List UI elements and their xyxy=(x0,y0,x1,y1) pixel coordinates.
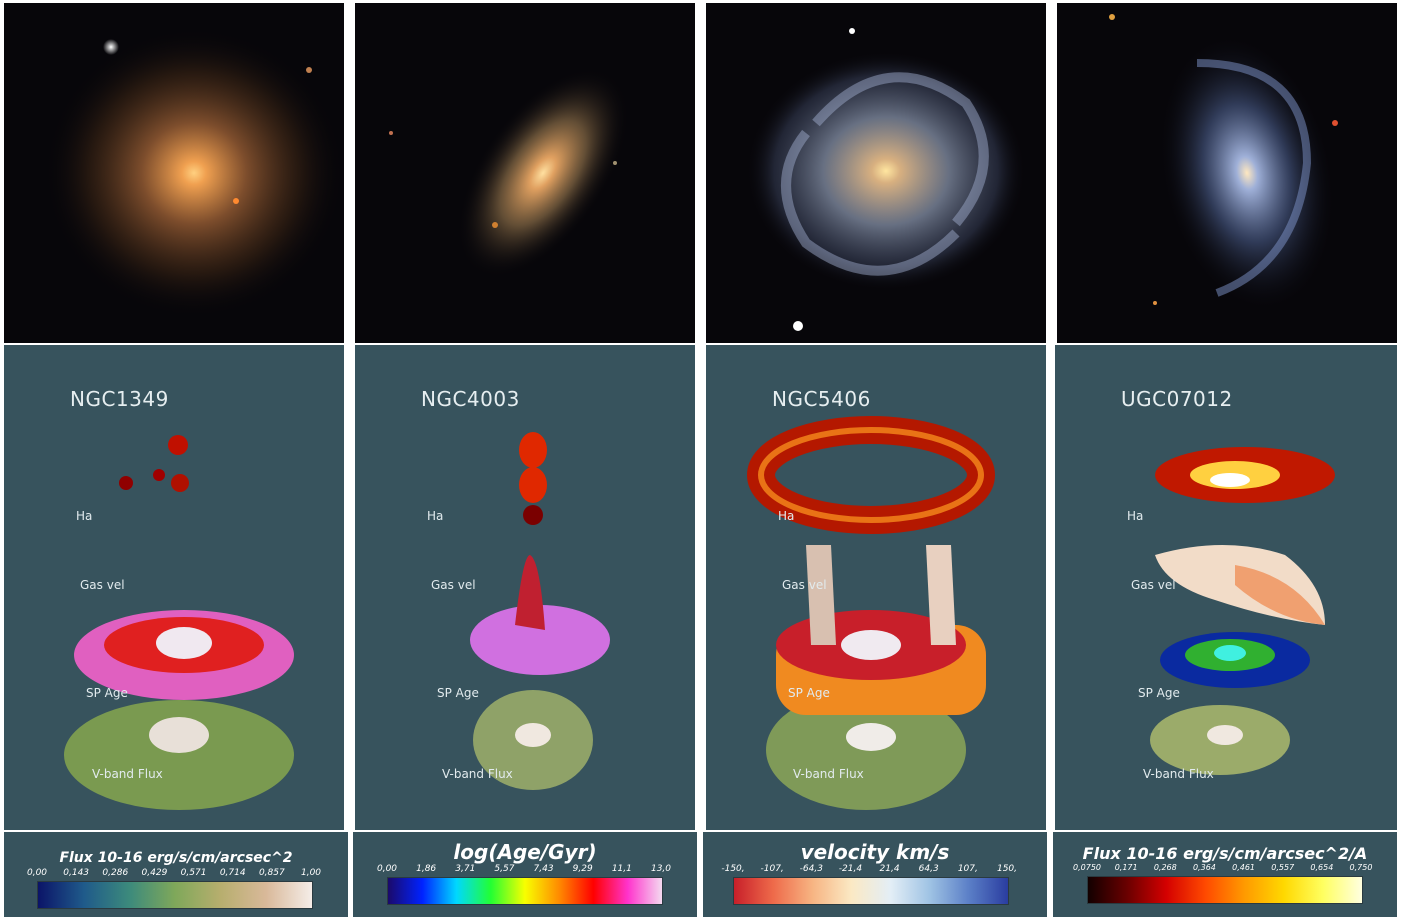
galaxy-name: NGC5406 xyxy=(772,387,871,411)
layer-label-gas-vel: Gas vel xyxy=(782,578,827,592)
colorbar-tick-label: 0,557 xyxy=(1271,863,1295,872)
colorbar-tick-label: 0,0750 xyxy=(1073,863,1101,872)
layer-label-ha: Ha xyxy=(1127,509,1144,523)
colorbar-tick-label: 3,71 xyxy=(455,864,476,874)
layer-label-sp-age: SP Age xyxy=(86,686,128,700)
map-panel-1: NGC1349 Ha Gas vel SP Age V-band Flux xyxy=(4,345,344,830)
colorbar-ticks: -150, -107, -64,3 -21,4 21,4 64,3 107, 150, xyxy=(703,864,1047,876)
galaxy-photo-3 xyxy=(706,3,1046,343)
layer-label-ha: Ha xyxy=(778,509,795,523)
colorbar-2: log(Age/Gyr) 0,00 1,86 3,71 5,57 7,43 9,29 11,… xyxy=(353,832,697,917)
layer-label-sp-age: SP Age xyxy=(1138,686,1180,700)
layer-stack-illustration xyxy=(747,416,995,810)
colorbar-tick-label: 11,1 xyxy=(611,864,632,874)
colorbar-gradient xyxy=(387,877,663,905)
colorbar-ticks: 0,0750 0,171 0,268 0,364 0,461 0,557 0,654 0,75… xyxy=(1053,863,1397,875)
galaxy-photo-4 xyxy=(1057,3,1397,343)
colorbar-tick-label: 64,3 xyxy=(918,864,939,874)
layer-label-vband: V-band Flux xyxy=(1143,767,1214,781)
galaxy-photo-1 xyxy=(4,3,344,343)
colorbar-tick-label: 0,268 xyxy=(1153,863,1177,872)
map-panel-2: NGC4003 Ha Gas vel SP Age V-band Flux xyxy=(355,345,695,830)
colorbar-tick-label: 0,750 xyxy=(1349,863,1373,872)
colorbar-title: Flux 10-16 erg/s/cm/arcsec^2/A xyxy=(1082,844,1368,863)
colorbar-ticks: 0,00 0,143 0,286 0,429 0,571 0,714 0,857 1,00 xyxy=(4,868,348,880)
map-panel-3: NGC5406 Ha Gas vel SP Age V-band Flux xyxy=(706,345,1046,830)
layer-label-gas-vel: Gas vel xyxy=(1131,578,1176,592)
colorbar-tick-label: -150, xyxy=(721,864,745,874)
layer-label-sp-age: SP Age xyxy=(788,686,830,700)
colorbar-tick-label: 13,0 xyxy=(650,864,672,874)
colorbar-3: velocity km/s -150, -107, -64,3 -21,4 21,4 64… xyxy=(703,832,1047,917)
colorbar-title: Flux 10-16 erg/s/cm/arcsec^2 xyxy=(59,850,293,866)
colorbar-tick-label: 0,286 xyxy=(102,868,129,878)
colorbar-tick-label: -107, xyxy=(760,864,784,874)
layer-label-ha: Ha xyxy=(76,509,93,523)
colorbar-tick-label: 0,429 xyxy=(141,868,168,878)
colorbar-gradient xyxy=(733,877,1009,905)
map-panel-4: UGC07012 Ha Gas vel SP Age V-band Flux xyxy=(1055,345,1397,830)
layer-stack-illustration xyxy=(470,432,610,790)
galaxy-name: UGC07012 xyxy=(1121,387,1233,411)
colorbar-tick-label: 1,00 xyxy=(300,868,322,878)
layer-label-sp-age: SP Age xyxy=(437,686,479,700)
colorbar-tick-label: 21,4 xyxy=(879,864,900,874)
layer-label-gas-vel: Gas vel xyxy=(431,578,476,592)
layer-label-vband: V-band Flux xyxy=(92,767,163,781)
colorbar-tick-label: 9,29 xyxy=(572,864,593,874)
colorbar-tick-label: -64,3 xyxy=(799,864,823,874)
layer-label-gas-vel: Gas vel xyxy=(80,578,125,592)
colorbar-tick-label: 150, xyxy=(996,864,1018,874)
colorbar-tick-label: -21,4 xyxy=(838,864,863,874)
colorbar-tick-label: 0,00 xyxy=(26,868,48,878)
galaxy-name: NGC4003 xyxy=(421,387,520,411)
colorbar-gradient xyxy=(1087,876,1363,904)
colorbar-tick-label: 0,00 xyxy=(376,864,398,874)
colorbar-tick-label: 0,571 xyxy=(180,868,207,878)
colorbar-tick-label: 0,857 xyxy=(258,868,285,878)
layer-stack-illustration xyxy=(1150,447,1335,775)
galaxy-name: NGC1349 xyxy=(70,387,169,411)
colorbar-tick-label: 0,171 xyxy=(1114,863,1138,872)
layer-label-ha: Ha xyxy=(427,509,444,523)
layer-stack-illustration xyxy=(64,435,294,810)
galaxy-photo-2 xyxy=(355,3,695,343)
colorbar-1: Flux 10-16 erg/s/cm/arcsec^2 0,00 0,143 0,… xyxy=(4,832,348,917)
colorbar-tick-label: 7,43 xyxy=(533,864,554,874)
colorbar-4: Flux 10-16 erg/s/cm/arcsec^2/A 0,0750 0,1… xyxy=(1053,832,1397,917)
colorbar-tick-label: 0,364 xyxy=(1192,863,1216,872)
colorbar-gradient xyxy=(37,881,313,909)
colorbar-tick-label: 0,714 xyxy=(219,868,246,878)
colorbar-tick-label: 0,461 xyxy=(1232,863,1256,872)
colorbar-tick-label: 0,143 xyxy=(63,868,90,878)
colorbar-tick-label: 1,86 xyxy=(416,864,437,874)
colorbar-ticks: 0,00 1,86 3,71 5,57 7,43 9,29 11,1 13,0 xyxy=(353,864,697,876)
layer-label-vband: V-band Flux xyxy=(793,767,864,781)
layer-label-vband: V-band Flux xyxy=(442,767,513,781)
colorbar-tick-label: 0,654 xyxy=(1310,863,1334,872)
colorbar-tick-label: 107, xyxy=(957,864,978,874)
colorbar-tick-label: 5,57 xyxy=(494,864,515,874)
colorbar-title: velocity km/s xyxy=(800,840,950,864)
colorbar-title: log(Age/Gyr) xyxy=(453,840,597,864)
